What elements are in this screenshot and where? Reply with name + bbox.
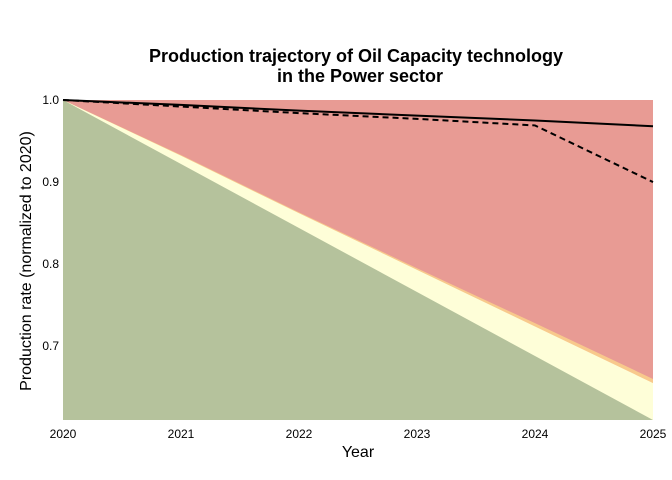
x-axis-title: Year	[342, 444, 375, 461]
area-band-1	[63, 100, 653, 420]
area-bands	[63, 100, 653, 420]
y-axis-ticks: 1.0 0.9 0.8 0.7	[42, 93, 59, 353]
dashed-series-line	[62, 99, 654, 183]
y-tick-label: 0.8	[42, 257, 59, 271]
x-tick-label: 2021	[168, 427, 195, 441]
x-axis-ticks: 2020 2021 2022 2023 2024 2025	[50, 427, 667, 441]
y-axis-title: Production rate (normalized to 2020)	[18, 131, 35, 391]
chart-title-line-2: in the Power sector	[277, 66, 443, 86]
y-tick-label: 1.0	[42, 93, 59, 107]
x-tick-label: 2020	[50, 427, 77, 441]
x-tick-label: 2023	[404, 427, 431, 441]
solid-series-line	[62, 99, 654, 128]
series-lines	[62, 99, 654, 183]
x-tick-label: 2022	[286, 427, 313, 441]
x-tick-label: 2024	[522, 427, 549, 441]
y-tick-label: 0.9	[42, 175, 59, 189]
y-tick-label: 0.7	[42, 339, 59, 353]
chart-title-line-1: Production trajectory of Oil Capacity te…	[149, 46, 563, 66]
x-tick-label: 2025	[640, 427, 667, 441]
